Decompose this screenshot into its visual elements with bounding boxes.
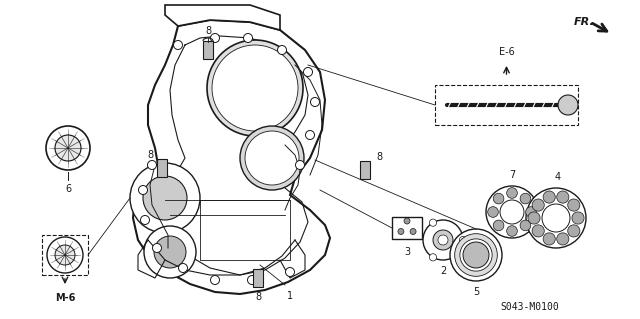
Bar [203, 41, 213, 59]
Bar [253, 269, 263, 287]
Circle shape [46, 126, 90, 170]
Circle shape [305, 130, 314, 139]
Circle shape [460, 236, 467, 244]
Circle shape [488, 207, 499, 217]
Circle shape [423, 220, 463, 260]
Circle shape [572, 212, 584, 224]
Circle shape [179, 263, 188, 272]
Circle shape [310, 98, 319, 107]
Circle shape [240, 126, 304, 190]
Text: FR.: FR. [574, 17, 595, 27]
Circle shape [568, 199, 580, 211]
Circle shape [429, 219, 436, 226]
Text: 8: 8 [147, 150, 153, 160]
Circle shape [450, 229, 502, 281]
Circle shape [404, 218, 410, 224]
Circle shape [438, 235, 448, 245]
Circle shape [525, 207, 536, 217]
Circle shape [542, 204, 570, 232]
Circle shape [154, 236, 186, 268]
Circle shape [296, 160, 305, 169]
Circle shape [558, 95, 578, 115]
Circle shape [207, 40, 303, 136]
Circle shape [398, 228, 404, 234]
Circle shape [285, 268, 294, 277]
Circle shape [144, 226, 196, 278]
Text: 8: 8 [205, 26, 211, 36]
Circle shape [557, 191, 569, 203]
Circle shape [557, 233, 569, 245]
Circle shape [493, 220, 504, 231]
Circle shape [463, 242, 489, 268]
Bar [392, 217, 422, 239]
Circle shape [454, 234, 497, 276]
Bar [360, 161, 370, 179]
Circle shape [520, 220, 531, 231]
Circle shape [486, 186, 538, 238]
Circle shape [211, 33, 220, 42]
Bar [157, 159, 167, 177]
Circle shape [520, 193, 531, 204]
Circle shape [526, 188, 586, 248]
Circle shape [55, 135, 81, 161]
Circle shape [532, 199, 544, 211]
Circle shape [500, 200, 524, 224]
Circle shape [211, 276, 220, 285]
Circle shape [460, 239, 492, 271]
Bar [42, 235, 88, 275]
Circle shape [433, 230, 453, 250]
Circle shape [243, 33, 253, 42]
Text: E-6: E-6 [499, 47, 515, 57]
Circle shape [278, 46, 287, 55]
Polygon shape [165, 5, 280, 30]
Text: 4: 4 [555, 172, 561, 182]
Circle shape [543, 191, 556, 203]
Text: 1: 1 [287, 291, 293, 301]
Circle shape [528, 212, 540, 224]
Circle shape [212, 45, 298, 131]
Text: 7: 7 [509, 170, 515, 180]
Text: S043-M0100: S043-M0100 [500, 302, 559, 312]
Circle shape [429, 254, 436, 261]
Circle shape [173, 41, 182, 49]
Circle shape [152, 243, 161, 253]
Circle shape [55, 245, 75, 265]
Bar [435, 85, 578, 125]
Polygon shape [133, 20, 330, 294]
Circle shape [568, 225, 580, 237]
Circle shape [130, 163, 200, 233]
Text: 8: 8 [255, 292, 261, 302]
Circle shape [245, 131, 299, 185]
Circle shape [532, 225, 544, 237]
Text: 6: 6 [65, 184, 71, 194]
Circle shape [303, 68, 312, 77]
Text: 8: 8 [376, 152, 382, 162]
Circle shape [410, 228, 416, 234]
Circle shape [493, 193, 504, 204]
Circle shape [507, 226, 517, 236]
Text: M-6: M-6 [55, 293, 75, 303]
Circle shape [543, 233, 556, 245]
Circle shape [143, 176, 187, 220]
Circle shape [138, 186, 147, 195]
Text: 3: 3 [404, 247, 410, 257]
Circle shape [141, 216, 150, 225]
Text: 2: 2 [440, 266, 446, 276]
Circle shape [147, 160, 157, 169]
Circle shape [47, 237, 83, 273]
Circle shape [507, 188, 517, 198]
Text: 5: 5 [473, 287, 479, 297]
Circle shape [248, 276, 257, 285]
